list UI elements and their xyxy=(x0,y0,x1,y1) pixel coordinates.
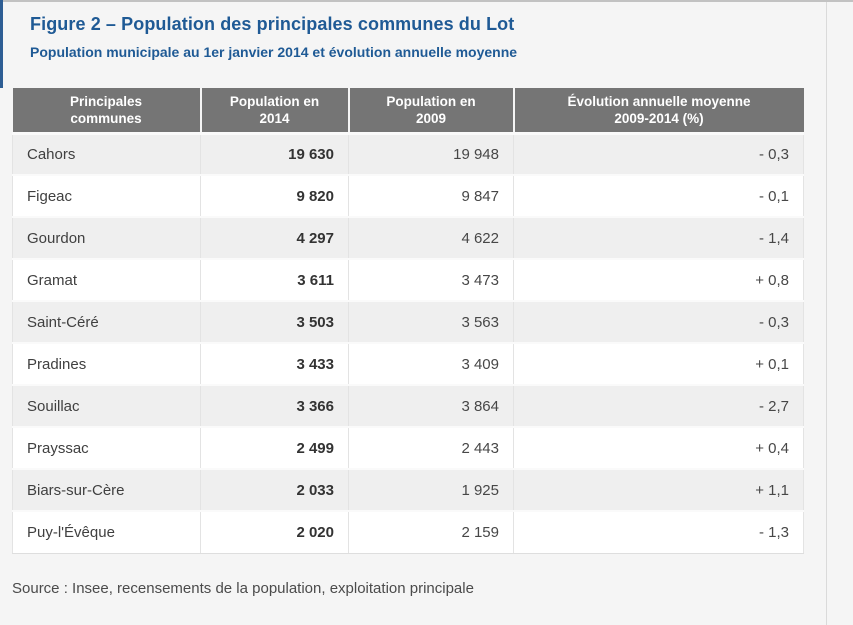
source-note: Source : Insee, recensements de la popul… xyxy=(12,579,474,597)
table-row: Gramat 3 611 3 473 + 0,8 xyxy=(12,259,804,302)
pop2014-cell: 19 630 xyxy=(200,133,349,176)
pop2014-cell: 3 611 xyxy=(200,259,349,302)
evolution-cell: - 0,3 xyxy=(513,301,804,344)
col-header-line: Population en xyxy=(229,93,320,109)
table-row: Saint-Céré 3 503 3 563 - 0,3 xyxy=(12,301,804,344)
pop2009-cell: 2 443 xyxy=(348,427,514,470)
col-header-line: 2009-2014 (%) xyxy=(614,110,704,126)
commune-cell: Souillac xyxy=(12,385,201,428)
table-row: Pradines 3 433 3 409 + 0,1 xyxy=(12,343,804,386)
evolution-cell: - 0,1 xyxy=(513,175,804,218)
commune-cell: Cahors xyxy=(12,133,201,176)
col-header-line: 2014 xyxy=(259,110,290,126)
evolution-cell: + 0,1 xyxy=(513,343,804,386)
pop2014-cell: 9 820 xyxy=(200,175,349,218)
table-row: Cahors 19 630 19 948 - 0,3 xyxy=(12,133,804,176)
col-header-pop2014: Population en 2014 xyxy=(199,88,349,135)
figure-accent-bar xyxy=(0,0,3,88)
table-header-row: Principales communes Population en 2014 … xyxy=(12,88,804,135)
col-header-evolution: Évolution annuelle moyenne 2009-2014 (%) xyxy=(512,88,804,135)
table-row: Prayssac 2 499 2 443 + 0,4 xyxy=(12,427,804,470)
commune-cell: Prayssac xyxy=(12,427,201,470)
pop2014-cell: 3 433 xyxy=(200,343,349,386)
evolution-cell: - 2,7 xyxy=(513,385,804,428)
commune-cell: Gramat xyxy=(12,259,201,302)
evolution-cell: + 0,4 xyxy=(513,427,804,470)
pop2009-cell: 3 473 xyxy=(348,259,514,302)
page-gutter-divider xyxy=(826,2,827,625)
col-header-line: Évolution annuelle moyenne xyxy=(567,93,751,109)
pop2014-cell: 2 033 xyxy=(200,469,349,512)
col-header-line: Population en xyxy=(386,93,476,109)
pop2014-cell: 2 499 xyxy=(200,427,349,470)
evolution-cell: - 0,3 xyxy=(513,133,804,176)
table-row: Figeac 9 820 9 847 - 0,1 xyxy=(12,175,804,218)
col-header-line: communes xyxy=(70,110,142,126)
col-header-line: 2009 xyxy=(415,110,447,126)
pop2009-cell: 3 864 xyxy=(348,385,514,428)
commune-cell: Puy-l'Évêque xyxy=(12,511,201,554)
table-row: Puy-l'Évêque 2 020 2 159 - 1,3 xyxy=(12,511,804,554)
col-header-pop2009: Population en 2009 xyxy=(347,88,514,135)
pop2009-cell: 9 847 xyxy=(348,175,514,218)
pop2009-cell: 3 563 xyxy=(348,301,514,344)
table-row: Souillac 3 366 3 864 - 2,7 xyxy=(12,385,804,428)
pop2014-cell: 4 297 xyxy=(200,217,349,260)
evolution-cell: + 1,1 xyxy=(513,469,804,512)
evolution-cell: - 1,3 xyxy=(513,511,804,554)
pop2014-cell: 2 020 xyxy=(200,511,349,554)
commune-cell: Biars-sur-Cère xyxy=(12,469,201,512)
table-row: Gourdon 4 297 4 622 - 1,4 xyxy=(12,217,804,260)
figure-header: Figure 2 – Population des principales co… xyxy=(0,0,853,88)
pop2014-cell: 3 366 xyxy=(200,385,349,428)
table-row: Biars-sur-Cère 2 033 1 925 + 1,1 xyxy=(12,469,804,512)
pop2009-cell: 3 409 xyxy=(348,343,514,386)
pop2009-cell: 2 159 xyxy=(348,511,514,554)
commune-cell: Saint-Céré xyxy=(12,301,201,344)
evolution-cell: - 1,4 xyxy=(513,217,804,260)
population-table: Principales communes Population en 2014 … xyxy=(12,88,804,554)
pop2009-cell: 19 948 xyxy=(348,133,514,176)
pop2009-cell: 4 622 xyxy=(348,217,514,260)
page-subtitle: Population municipale au 1er janvier 201… xyxy=(30,44,518,60)
top-border-rule xyxy=(0,0,853,2)
col-header-line: Principales xyxy=(69,93,143,109)
commune-cell: Figeac xyxy=(12,175,201,218)
col-header-communes: Principales communes xyxy=(12,88,201,135)
commune-cell: Pradines xyxy=(12,343,201,386)
pop2014-cell: 3 503 xyxy=(200,301,349,344)
page-title: Figure 2 – Population des principales co… xyxy=(30,14,515,34)
evolution-cell: + 0,8 xyxy=(513,259,804,302)
commune-cell: Gourdon xyxy=(12,217,201,260)
pop2009-cell: 1 925 xyxy=(348,469,514,512)
